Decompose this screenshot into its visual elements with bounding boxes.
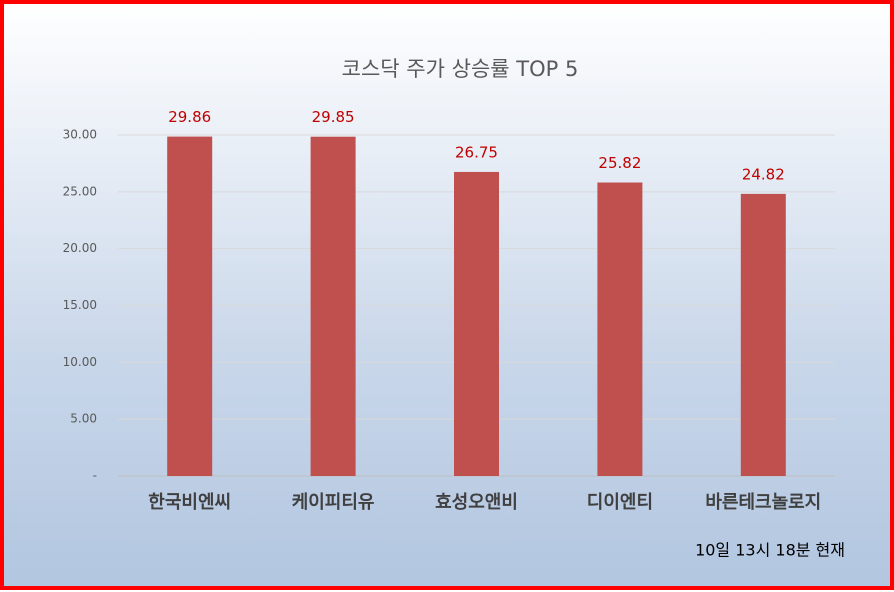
bar: [740, 193, 786, 476]
bar: [454, 171, 499, 477]
bar: [167, 136, 213, 476]
x-tick-label: 케이피티유: [292, 492, 375, 513]
y-tick-label: 10.00: [63, 355, 97, 369]
value-label: 29.85: [312, 108, 355, 126]
y-tick-label: 25.00: [63, 184, 97, 198]
value-label: 24.82: [742, 165, 785, 183]
y-tick-label: -: [93, 469, 97, 483]
value-label: 25.82: [598, 154, 641, 172]
x-tick-label: 효성오앤비: [435, 492, 518, 513]
x-tick-label: 디이엔티: [587, 492, 653, 513]
y-tick-label: 20.00: [63, 241, 97, 255]
x-tick-label: 한국비엔씨: [148, 492, 231, 513]
y-tick-label: 30.00: [63, 128, 97, 142]
y-tick-label: 5.00: [70, 412, 97, 426]
chart-title: 코스닥 주가 상승률 TOP 5: [342, 57, 579, 81]
y-tick-label: 15.00: [63, 298, 97, 312]
annotation: 10일 13시 18분 현재: [695, 541, 845, 560]
x-tick-label: 바른테크놀로지: [705, 492, 821, 513]
value-label: 26.75: [455, 143, 498, 161]
value-label: 29.86: [168, 108, 211, 126]
bar: [597, 182, 643, 476]
bar: [310, 136, 356, 476]
